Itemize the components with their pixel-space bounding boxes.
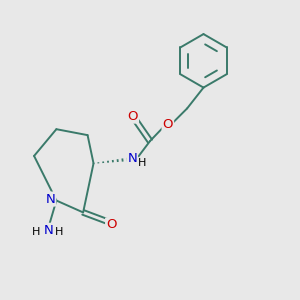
Text: N: N [46,193,55,206]
Text: N: N [127,152,137,165]
Text: O: O [128,110,138,123]
Text: O: O [106,218,117,231]
Text: H: H [32,227,40,237]
Text: H: H [55,227,64,237]
Text: O: O [163,118,173,131]
Text: N: N [44,224,54,237]
Text: H: H [138,158,146,168]
